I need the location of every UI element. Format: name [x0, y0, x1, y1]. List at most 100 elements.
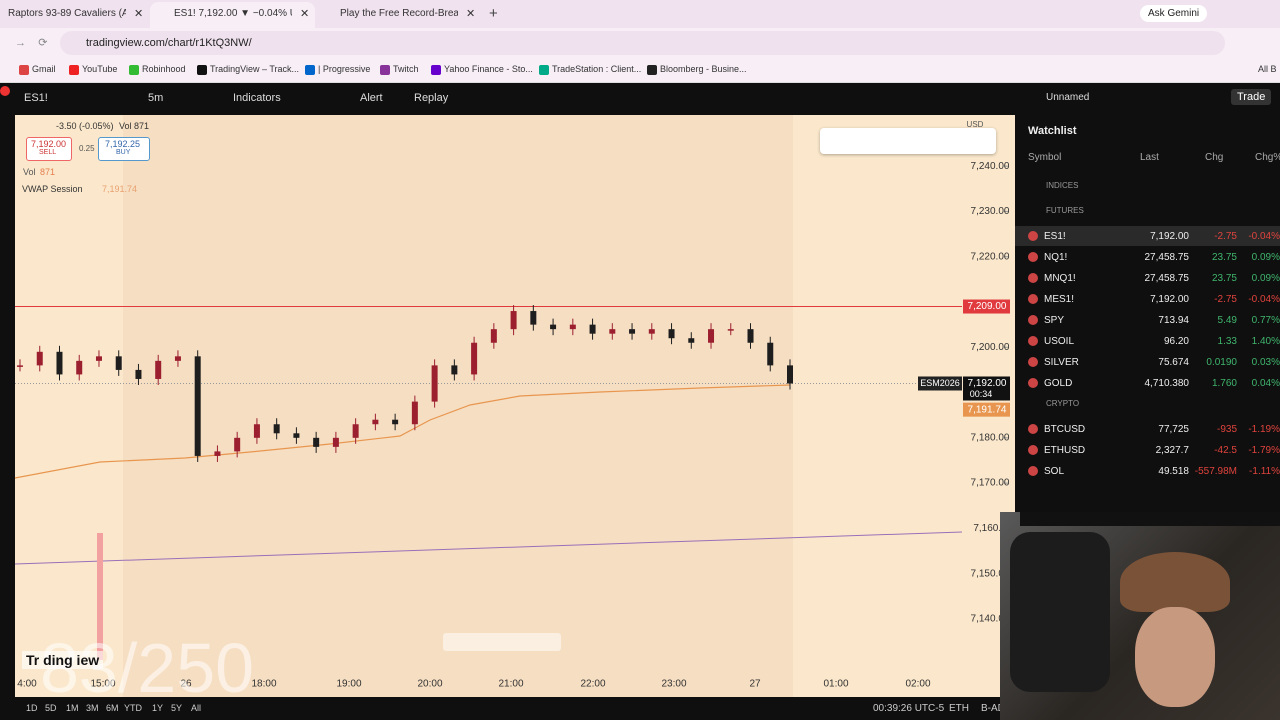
candle — [392, 419, 399, 425]
last: 4,710.380 — [1144, 378, 1190, 389]
tab-close[interactable]: ✕ — [300, 8, 310, 20]
ask-gemini[interactable]: Ask Gemini — [1140, 5, 1208, 22]
bookmark[interactable]: YouTube — [82, 64, 118, 74]
section[interactable]: CRYPTO — [1046, 399, 1080, 408]
all-bookmarks[interactable]: All B — [1258, 64, 1277, 74]
address-bar: → ⟳ tradingview.com/chart/r1KtQ3NW/ — [0, 28, 1280, 58]
candle — [471, 342, 478, 375]
last: 77,725 — [1158, 424, 1189, 435]
bookmark[interactable]: Gmail — [32, 64, 56, 74]
chg-pct: 0.04% — [1251, 378, 1280, 389]
tab[interactable]: Play the Free Record-Breaking ... — [340, 8, 458, 19]
symbol[interactable]: GOLD — [1044, 378, 1073, 389]
bookmark[interactable]: TradeStation : Client... — [552, 64, 642, 74]
watchlist-title[interactable]: Watchlist — [1028, 125, 1077, 137]
candle — [648, 329, 655, 334]
candle — [214, 451, 221, 456]
range-button[interactable]: 6M — [106, 703, 119, 713]
bookmark[interactable]: Bloomberg - Busine... — [660, 64, 747, 74]
range-button[interactable]: 5Y — [171, 703, 183, 713]
chg-pct: -1.79% — [1248, 445, 1280, 456]
bookmark-icon — [380, 65, 390, 75]
symbol[interactable]: MNQ1! — [1044, 273, 1076, 284]
currency: USD — [967, 120, 984, 129]
column-header[interactable]: Chg — [1205, 152, 1224, 163]
toolbar-alert[interactable]: Alert — [360, 92, 383, 104]
selected-row — [1015, 226, 1280, 246]
x-tick-label: 15:00 — [90, 679, 115, 690]
sell-price[interactable]: 7,192.00 — [31, 139, 67, 149]
range-button[interactable]: 3M — [86, 703, 99, 713]
symbol-icon — [1028, 378, 1038, 388]
toolbar-replay[interactable]: Replay — [414, 92, 449, 104]
symbol[interactable]: SOL — [1044, 466, 1065, 477]
symbol-icon — [1028, 294, 1038, 304]
new-tab[interactable]: + — [489, 5, 498, 22]
bookmark[interactable]: | Progressive — [318, 64, 371, 74]
last-tag — [963, 376, 1010, 401]
chg: -935 — [1216, 424, 1237, 435]
x-tick-label: 20:00 — [417, 679, 442, 690]
symbol[interactable]: MES1! — [1044, 294, 1075, 305]
bookmark-icon — [197, 65, 207, 75]
sell-label[interactable]: SELL — [39, 149, 57, 156]
column-header[interactable]: Symbol — [1028, 152, 1062, 163]
symbol-icon — [1028, 445, 1038, 455]
toolbar-symbol[interactable]: ES1! — [24, 92, 48, 104]
tab[interactable]: Raptors 93-89 Cavaliers (Apr 2... — [8, 8, 126, 19]
clock: 00:39:26 UTC-5 — [873, 703, 945, 714]
toolbar-indicators[interactable]: Indicators — [233, 92, 281, 104]
bookmark[interactable]: Twitch — [393, 64, 419, 74]
candle — [135, 369, 142, 379]
y-tick-label: 7,200.00 — [971, 342, 1010, 353]
candle — [174, 356, 181, 361]
column-header[interactable]: Last — [1140, 152, 1159, 163]
symbol[interactable]: ES1! — [1044, 231, 1066, 242]
candle — [510, 311, 517, 330]
tab-close[interactable]: ✕ — [134, 8, 144, 20]
bookmark-icon — [539, 65, 549, 75]
candle — [155, 360, 162, 379]
candle — [194, 356, 201, 456]
symbol[interactable]: ETHUSD — [1044, 445, 1086, 456]
last: 27,458.75 — [1144, 252, 1190, 263]
symbol[interactable]: BTCUSD — [1044, 424, 1086, 435]
bookmark[interactable]: Robinhood — [142, 64, 186, 74]
tab-bg — [150, 2, 315, 28]
chg-pct: 0.09% — [1251, 273, 1280, 284]
bookmark[interactable]: TradingView – Track... — [210, 64, 300, 74]
range-button[interactable]: 1M — [66, 703, 79, 713]
symbol[interactable]: SPY — [1044, 315, 1065, 326]
last: 49.518 — [1158, 466, 1189, 477]
range-button[interactable]: All — [191, 703, 202, 713]
session-bg — [123, 115, 793, 697]
session[interactable]: ETH — [949, 703, 969, 714]
tab[interactable]: ES1! 7,192.00 ▼ −0.04% Unnam... — [174, 8, 292, 19]
buy-label[interactable]: BUY — [116, 149, 131, 156]
section[interactable]: FUTURES — [1046, 206, 1084, 215]
adjust[interactable]: B-ADJ — [981, 703, 1010, 714]
toolbar-trade[interactable]: Trade — [1231, 89, 1272, 105]
buy-price[interactable]: 7,192.25 — [105, 139, 141, 149]
x-tick-label: 18:00 — [251, 679, 276, 690]
symbol[interactable]: NQ1! — [1044, 252, 1068, 263]
y-tick-label: 7,160.0 — [973, 523, 1007, 534]
range-button[interactable]: 1D — [26, 703, 38, 713]
section[interactable]: INDICES — [1046, 181, 1079, 190]
column-header[interactable]: Chg% — [1255, 152, 1280, 163]
url[interactable]: tradingview.com/chart/r1KtQ3NW/ — [86, 37, 252, 49]
toolbar-interval[interactable]: 5m — [148, 92, 164, 104]
toolbar-layout[interactable]: Unnamed — [1046, 92, 1090, 103]
sell-box — [26, 137, 72, 161]
symbol[interactable]: USOIL — [1044, 336, 1075, 347]
range-button[interactable]: 1Y — [152, 703, 164, 713]
symbol[interactable]: SILVER — [1044, 357, 1079, 368]
range-button[interactable]: YTD — [124, 703, 142, 713]
bookmark-icon — [431, 65, 441, 75]
bookmark[interactable]: Yahoo Finance - Sto... — [444, 64, 533, 74]
url-box[interactable] — [60, 31, 1225, 55]
range-button[interactable]: 5D — [45, 703, 57, 713]
tab-close[interactable]: ✕ — [466, 8, 476, 20]
nav-icons[interactable]: → ⟳ — [15, 37, 48, 49]
